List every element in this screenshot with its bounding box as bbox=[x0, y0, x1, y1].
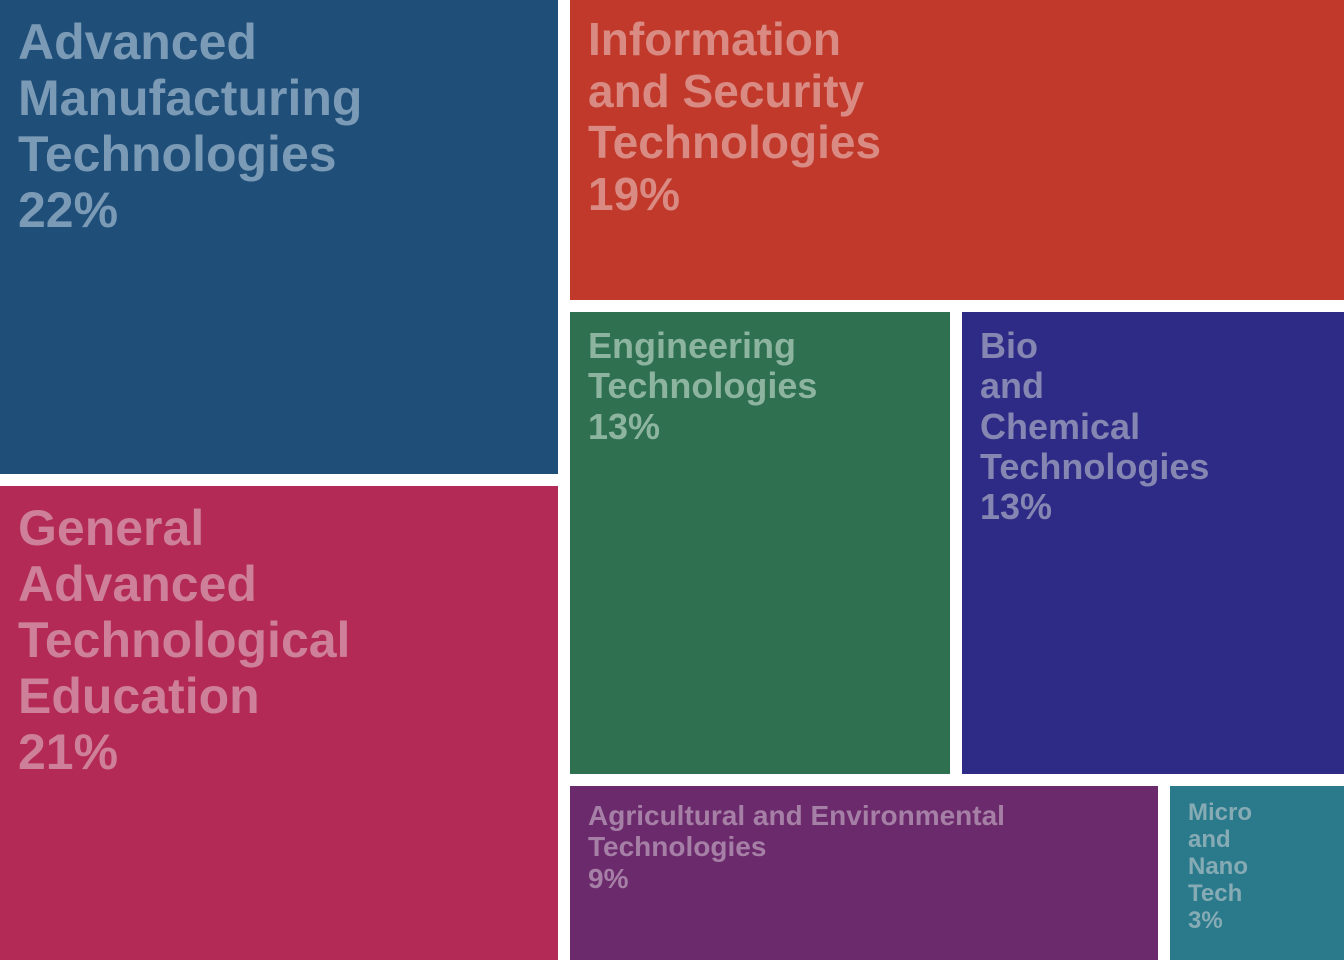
treemap-cell-ag-env: Agricultural and Environmental Technolog… bbox=[570, 786, 1158, 960]
treemap-cell-label: Bio and Chemical Technologies 13% bbox=[980, 326, 1326, 528]
treemap-cell-label: General Advanced Technological Education… bbox=[18, 500, 540, 780]
treemap-cell-gen-adv-ed: General Advanced Technological Education… bbox=[0, 486, 558, 960]
treemap-cell-label: Agricultural and Environmental Technolog… bbox=[588, 800, 1140, 894]
treemap-cell-bio-chem: Bio and Chemical Technologies 13% bbox=[962, 312, 1344, 774]
treemap-cell-eng-tech: Engineering Technologies 13% bbox=[570, 312, 950, 774]
treemap-cell-label: Engineering Technologies 13% bbox=[588, 326, 932, 447]
treemap-cell-label: Micro and Nano Tech 3% bbox=[1188, 800, 1326, 934]
treemap-cell-label: Information and Security Technologies 19… bbox=[588, 14, 1326, 220]
treemap-cell-info-sec: Information and Security Technologies 19… bbox=[570, 0, 1344, 300]
treemap-cell-label: Advanced Manufacturing Technologies 22% bbox=[18, 14, 540, 238]
treemap-chart: Advanced Manufacturing Technologies 22% G… bbox=[0, 0, 1344, 960]
treemap-cell-adv-mfg: Advanced Manufacturing Technologies 22% bbox=[0, 0, 558, 474]
treemap-cell-micro-nano: Micro and Nano Tech 3% bbox=[1170, 786, 1344, 960]
